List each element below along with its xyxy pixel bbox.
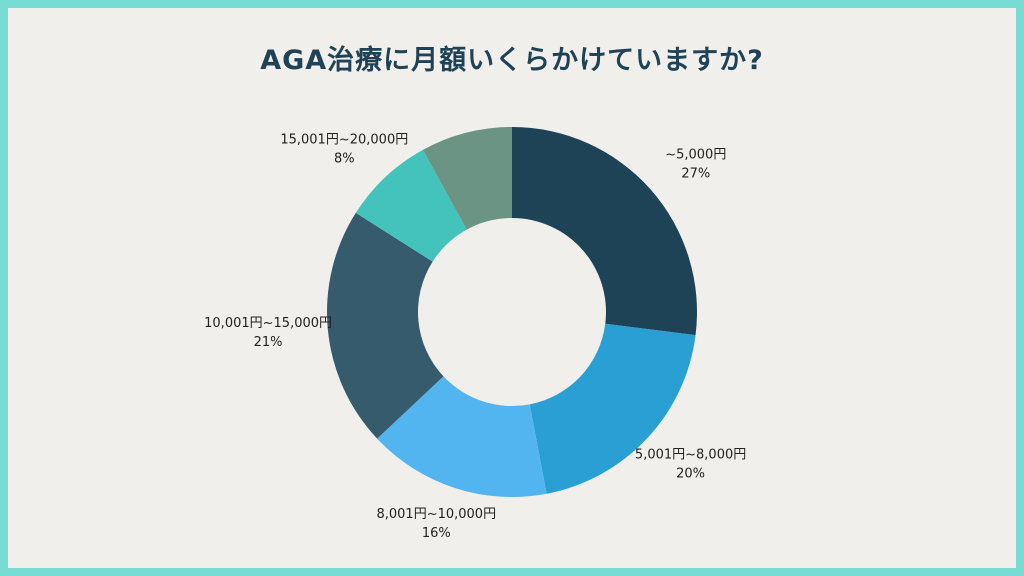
slice-category-label: ~5,000円	[665, 148, 726, 163]
slice-category-label: 5,001円~8,000円	[635, 448, 746, 463]
donut-slice-2	[529, 323, 696, 494]
slice-value-label: 16%	[422, 526, 451, 541]
chart-title: AGA治療に月額いくらかけていますか?	[260, 45, 764, 76]
slice-value-label: 8%	[334, 151, 355, 166]
slice-value-label: 27%	[681, 167, 710, 182]
slice-label-4: 10,001円~15,000円 21%	[204, 316, 332, 350]
slice-category-label: 15,001円~20,000円	[280, 132, 408, 147]
slice-label-2: 5,001円~8,000円 20%	[635, 448, 746, 482]
slice-label-1: ~5,000円 27%	[665, 148, 726, 182]
donut-slice-rest	[422, 127, 512, 230]
slice-value-label: 20%	[676, 467, 705, 482]
donut-slice-3	[377, 376, 547, 498]
slice-label-3: 8,001円~10,000円 16%	[376, 507, 496, 541]
slice-value-label: 21%	[254, 335, 283, 350]
donut-slice-5	[355, 149, 467, 262]
slice-label-5: 15,001円~20,000円 8%	[280, 132, 408, 166]
slice-category-label: 10,001円~15,000円	[204, 316, 332, 331]
slice-category-label: 8,001円~10,000円	[376, 507, 496, 522]
donut-slice-4	[327, 212, 444, 439]
donut-slice-1	[512, 127, 697, 336]
